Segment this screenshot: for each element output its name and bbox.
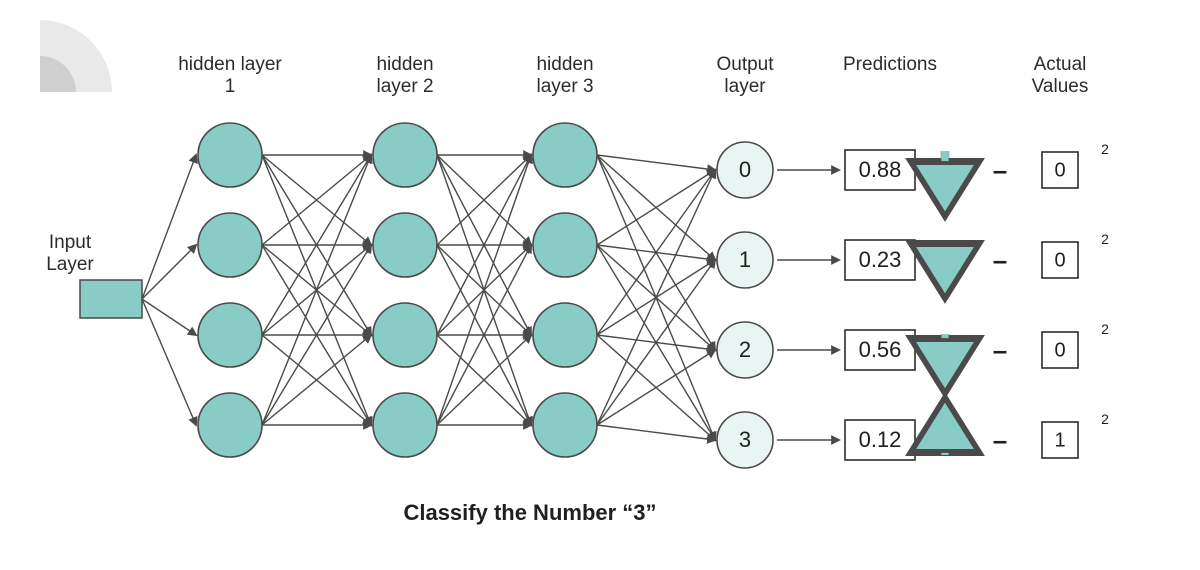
prediction-value-1: 0.23 — [859, 247, 902, 272]
hidden3-node-3 — [533, 393, 597, 457]
hidden3-node-2 — [533, 303, 597, 367]
input-label-1: Input — [49, 232, 92, 253]
squared-exponent-1: 2 — [1101, 231, 1109, 247]
prediction-value-0: 0.88 — [859, 157, 902, 182]
prediction-value-2: 0.56 — [859, 337, 902, 362]
input-label-2: Layer — [46, 254, 94, 275]
edge — [142, 299, 196, 425]
column-label-act-2: Values — [1032, 76, 1089, 97]
edge — [597, 170, 715, 335]
minus-sign-1: – — [993, 245, 1007, 275]
output-node-label-1: 1 — [739, 247, 751, 272]
hidden2-node-3 — [373, 393, 437, 457]
edge — [597, 260, 715, 425]
output-node-label-3: 3 — [739, 427, 751, 452]
predictions-group: 0.88 – 0 2 0.23 – 0 2 0.56 – 0 2 0.12 – 1 2 — [845, 141, 1109, 460]
column-label-out-1: Output — [716, 54, 774, 75]
column-label-h3-2: layer 3 — [536, 76, 593, 97]
minus-sign-0: – — [993, 155, 1007, 185]
column-label-out-2: layer — [724, 76, 766, 97]
output-node-label-2: 2 — [739, 337, 751, 362]
squared-exponent-2: 2 — [1101, 321, 1109, 337]
column-label-h1-1: hidden layer — [178, 54, 282, 75]
minus-sign-2: – — [993, 335, 1007, 365]
output-node-label-0: 0 — [739, 157, 751, 182]
hidden1-node-2 — [198, 303, 262, 367]
caption: Classify the Number “3” — [403, 500, 656, 525]
hidden1-node-1 — [198, 213, 262, 277]
hidden1-node-3 — [198, 393, 262, 457]
actual-value-0: 0 — [1054, 159, 1065, 181]
hidden2-node-2 — [373, 303, 437, 367]
input-node — [80, 280, 142, 318]
actual-value-1: 0 — [1054, 249, 1065, 271]
column-label-h3-1: hidden — [536, 54, 593, 75]
squared-exponent-3: 2 — [1101, 411, 1109, 427]
edge — [142, 155, 196, 299]
edge — [597, 155, 715, 170]
column-label-h2-2: layer 2 — [376, 76, 433, 97]
hidden2-node-0 — [373, 123, 437, 187]
column-label-pred-1: Predictions — [843, 54, 937, 75]
hidden2-node-1 — [373, 213, 437, 277]
actual-value-3: 1 — [1054, 429, 1065, 451]
column-label-act-1: Actual — [1034, 54, 1087, 75]
minus-sign-3: – — [993, 425, 1007, 455]
hidden3-node-0 — [533, 123, 597, 187]
column-label-h1-2: 1 — [225, 76, 236, 97]
actual-value-2: 0 — [1054, 339, 1065, 361]
squared-exponent-0: 2 — [1101, 141, 1109, 157]
hidden3-node-1 — [533, 213, 597, 277]
column-label-h2-1: hidden — [376, 54, 433, 75]
edge — [597, 425, 715, 440]
corner-decor — [40, 20, 112, 92]
edge — [142, 245, 196, 299]
prediction-value-3: 0.12 — [859, 427, 902, 452]
nodes-group: 0 1 2 3 — [80, 123, 773, 468]
hidden1-node-0 — [198, 123, 262, 187]
